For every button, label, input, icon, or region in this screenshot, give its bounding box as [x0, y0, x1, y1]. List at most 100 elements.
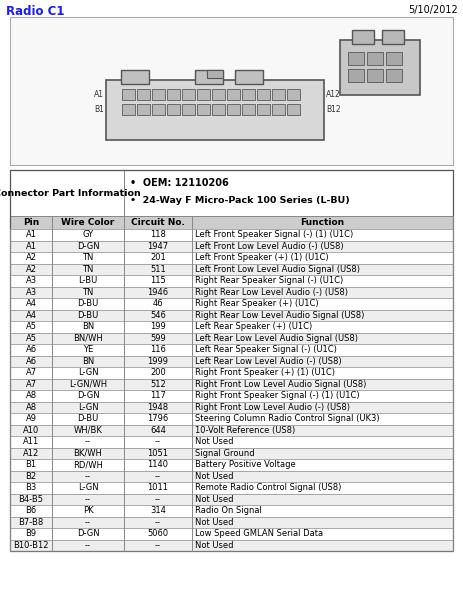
- Text: A1: A1: [25, 242, 37, 251]
- Text: 10-Volt Reference (US8): 10-Volt Reference (US8): [195, 426, 295, 435]
- Bar: [10, 241, 453, 252]
- Text: 199: 199: [150, 322, 166, 331]
- Text: Left Front Low Level Audio Signal (US8): Left Front Low Level Audio Signal (US8): [195, 265, 360, 274]
- Text: 644: 644: [150, 426, 166, 435]
- Text: Pin: Pin: [23, 218, 39, 227]
- Bar: [10, 367, 453, 379]
- Bar: [10, 286, 453, 298]
- Text: D-BU: D-BU: [77, 414, 99, 423]
- Text: 1011: 1011: [148, 483, 169, 492]
- Text: A5: A5: [25, 334, 37, 343]
- Text: Right Rear Low Level Audio (-) (US8): Right Rear Low Level Audio (-) (US8): [195, 288, 348, 297]
- Bar: [386, 69, 402, 82]
- Text: 599: 599: [150, 334, 166, 343]
- Text: Not Used: Not Used: [195, 541, 233, 550]
- Bar: [10, 170, 453, 551]
- Bar: [10, 517, 453, 528]
- Text: Wire Color: Wire Color: [62, 218, 115, 227]
- Text: A2: A2: [25, 265, 37, 274]
- Bar: [272, 104, 285, 115]
- Text: •  24-Way F Micro-Pack 100 Series (L-BU): • 24-Way F Micro-Pack 100 Series (L-BU): [130, 196, 350, 205]
- Text: Left Rear Low Level Audio Signal (US8): Left Rear Low Level Audio Signal (US8): [195, 334, 358, 343]
- Text: Left Front Speaker (+) (1) (U1C): Left Front Speaker (+) (1) (U1C): [195, 253, 329, 262]
- Bar: [227, 104, 240, 115]
- Text: B7-B8: B7-B8: [19, 518, 44, 527]
- Text: 1140: 1140: [148, 460, 169, 469]
- Text: 1946: 1946: [147, 288, 169, 297]
- Text: --: --: [85, 541, 91, 550]
- Text: A2: A2: [25, 253, 37, 262]
- Bar: [352, 30, 374, 44]
- Bar: [235, 70, 263, 84]
- Bar: [121, 70, 149, 84]
- Bar: [207, 70, 223, 78]
- Text: Right Rear Speaker Signal (-) (U1C): Right Rear Speaker Signal (-) (U1C): [195, 276, 343, 285]
- Text: B10-B12: B10-B12: [13, 541, 49, 550]
- Text: D-GN: D-GN: [77, 242, 99, 251]
- Text: Low Speed GMLAN Serial Data: Low Speed GMLAN Serial Data: [195, 529, 323, 538]
- Text: A6: A6: [25, 345, 37, 354]
- Text: BK/WH: BK/WH: [74, 449, 102, 458]
- Bar: [10, 401, 453, 413]
- Bar: [212, 89, 225, 100]
- Text: Not Used: Not Used: [195, 495, 233, 504]
- Text: A7: A7: [25, 380, 37, 389]
- Bar: [10, 539, 453, 551]
- Text: Left Front Speaker Signal (-) (1) (U1C): Left Front Speaker Signal (-) (1) (U1C): [195, 230, 353, 239]
- Text: L-GN: L-GN: [78, 483, 98, 492]
- Bar: [257, 89, 270, 100]
- Text: Left Front Low Level Audio (-) (US8): Left Front Low Level Audio (-) (US8): [195, 242, 344, 251]
- Text: Left Rear Speaker Signal (-) (U1C): Left Rear Speaker Signal (-) (U1C): [195, 345, 337, 354]
- Text: Right Front Speaker Signal (-) (1) (U1C): Right Front Speaker Signal (-) (1) (U1C): [195, 391, 360, 400]
- Text: A8: A8: [25, 391, 37, 400]
- Bar: [10, 379, 453, 390]
- Text: --: --: [155, 495, 161, 504]
- Bar: [10, 310, 453, 321]
- Text: Radio C1: Radio C1: [6, 5, 64, 18]
- Text: D-GN: D-GN: [77, 529, 99, 538]
- Bar: [122, 89, 135, 100]
- Text: Not Used: Not Used: [195, 518, 233, 527]
- Bar: [137, 104, 150, 115]
- Text: B3: B3: [25, 483, 37, 492]
- Text: Circuit No.: Circuit No.: [131, 218, 185, 227]
- Text: A3: A3: [25, 288, 37, 297]
- Text: 116: 116: [150, 345, 166, 354]
- Text: --: --: [85, 495, 91, 504]
- Bar: [10, 505, 453, 517]
- Text: A8: A8: [25, 403, 37, 412]
- Text: A11: A11: [23, 437, 39, 446]
- Text: Radio On Signal: Radio On Signal: [195, 506, 262, 515]
- Bar: [10, 298, 453, 310]
- Text: 1051: 1051: [148, 449, 169, 458]
- Text: Right Rear Speaker (+) (U1C): Right Rear Speaker (+) (U1C): [195, 299, 319, 308]
- Text: A7: A7: [25, 368, 37, 377]
- Bar: [152, 89, 165, 100]
- Bar: [106, 80, 324, 140]
- Bar: [10, 263, 453, 275]
- Bar: [137, 89, 150, 100]
- Text: Left Rear Speaker (+) (U1C): Left Rear Speaker (+) (U1C): [195, 322, 312, 331]
- Text: --: --: [85, 472, 91, 481]
- Text: A4: A4: [25, 311, 37, 320]
- Bar: [10, 425, 453, 436]
- Bar: [287, 89, 300, 100]
- Text: A9: A9: [25, 414, 37, 423]
- Bar: [167, 89, 180, 100]
- Bar: [10, 321, 453, 332]
- Bar: [10, 436, 453, 448]
- Text: BN: BN: [82, 357, 94, 366]
- Text: B1: B1: [25, 460, 37, 469]
- Bar: [10, 229, 453, 241]
- Bar: [242, 104, 255, 115]
- Text: B9: B9: [25, 529, 37, 538]
- Bar: [227, 89, 240, 100]
- Text: YE: YE: [83, 345, 93, 354]
- Bar: [257, 104, 270, 115]
- Text: Function: Function: [300, 218, 344, 227]
- Text: A1: A1: [25, 230, 37, 239]
- Text: B2: B2: [25, 472, 37, 481]
- Text: 546: 546: [150, 311, 166, 320]
- Text: BN/WH: BN/WH: [73, 334, 103, 343]
- Text: 1999: 1999: [148, 357, 169, 366]
